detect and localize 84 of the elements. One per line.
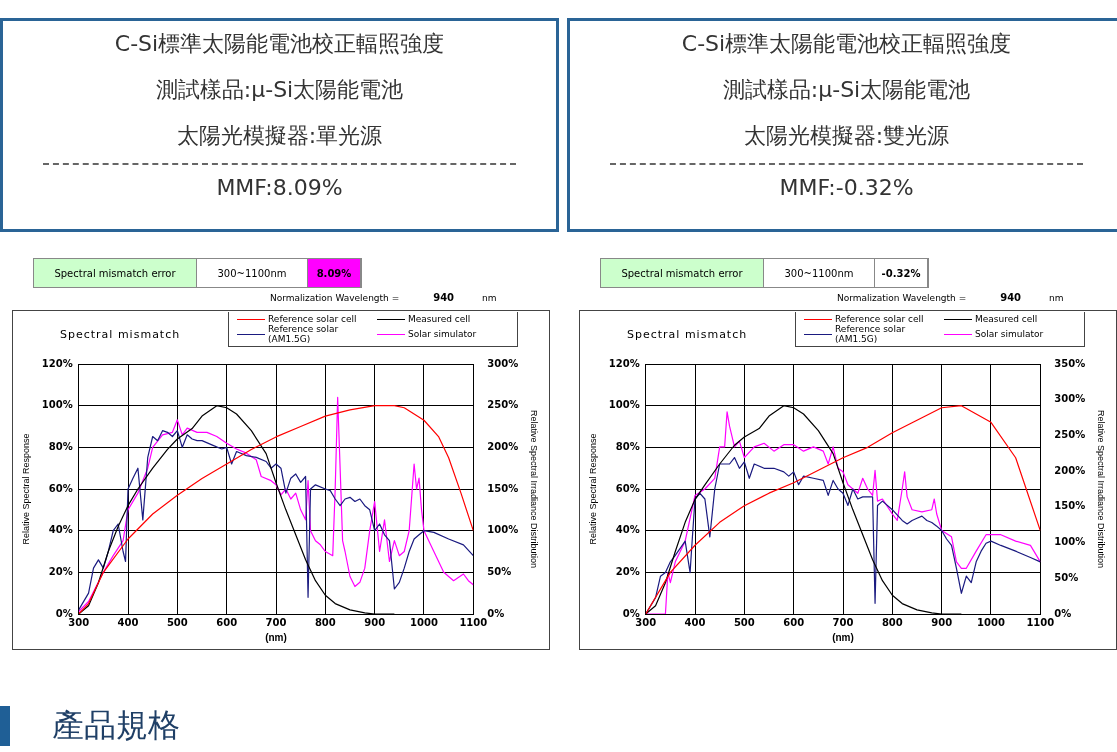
x-tick-label: 1100	[1026, 616, 1055, 628]
y2-axis-title: Relative Spectral Irradiance Distribution	[529, 409, 540, 569]
y2-tick-label: 50%	[1054, 571, 1079, 583]
y-tick-label: 20%	[48, 565, 73, 577]
y-tick-label: 0%	[622, 607, 640, 619]
text: 300~1100nm	[764, 259, 875, 287]
text: 940	[1000, 292, 1022, 303]
x-tick-label: 900	[931, 616, 953, 628]
text: 太陽光模擬器:雙光源	[742, 122, 951, 150]
legend-label: Reference solar (AM1.5G)	[835, 324, 907, 344]
x-tick-label: 1100	[459, 616, 488, 628]
y-axis-title: Relative Spectral Response	[587, 433, 598, 545]
x-tick-label: 700	[832, 616, 854, 628]
x-tick-label: 900	[364, 616, 386, 628]
y-tick-label: 120%	[41, 357, 73, 369]
y-tick-label: 60%	[615, 482, 640, 494]
x-axis-title: (nm)	[265, 631, 287, 643]
x-tick-label: 600	[216, 616, 238, 628]
x-tick-label: 300	[68, 616, 90, 628]
y2-tick-label: 0%	[1054, 607, 1072, 619]
y2-tick-label: 350%	[1054, 357, 1086, 369]
y-tick-label: 100%	[41, 399, 73, 411]
y2-axis-title: Relative Spectral Irradiance Distribution	[1096, 409, 1107, 569]
x-tick-label: 1000	[977, 616, 1005, 628]
y2-tick-label: 150%	[487, 482, 519, 494]
x-tick-label: 500	[733, 616, 755, 628]
x-tick-label: 600	[783, 616, 805, 628]
y2-tick-label: 100%	[1054, 536, 1086, 548]
y-tick-label: 120%	[608, 357, 640, 369]
legend-label: Measured cell	[408, 314, 471, 324]
y-tick-label: 100%	[608, 399, 640, 411]
y2-tick-label: 250%	[487, 399, 519, 411]
y-axis-title: Relative Spectral Response	[20, 433, 31, 545]
chart-title: C-Si標準太陽能電池校正輻照強度	[113, 30, 446, 58]
y2-tick-label: 50%	[487, 565, 512, 577]
legend-label: Solar simulator	[408, 329, 477, 339]
y-tick-label: 40%	[48, 524, 73, 536]
chart-subtitle: Spectral mismatch	[60, 328, 181, 341]
x-tick-label: 1000	[410, 616, 438, 628]
x-tick-label: 800	[881, 616, 903, 628]
text: MMF:8.09%	[215, 174, 344, 202]
x-tick-label: 700	[265, 616, 287, 628]
legend-label: Solar simulator	[975, 329, 1044, 339]
y2-tick-label: 300%	[487, 357, 519, 369]
text: Spectral mismatch error	[601, 259, 764, 287]
chart-subtitle: Spectral mismatch	[627, 328, 748, 341]
x-tick-label: 400	[684, 616, 706, 628]
x-tick-label: 400	[117, 616, 139, 628]
legend-label: Reference solar (AM1.5G)	[268, 324, 340, 344]
y-tick-label: 60%	[48, 482, 73, 494]
text: Normalization Wavelength =	[270, 293, 400, 303]
chart-title: C-Si標準太陽能電池校正輻照強度	[680, 30, 1013, 58]
text: 8.09%	[308, 259, 361, 287]
x-axis-title: (nm)	[832, 631, 854, 643]
y-tick-label: 20%	[615, 565, 640, 577]
x-tick-label: 800	[314, 616, 336, 628]
y2-tick-label: 200%	[487, 440, 519, 452]
y2-tick-label: 250%	[1054, 429, 1086, 441]
text: Spectral mismatch error	[34, 259, 197, 287]
text: 940	[433, 292, 455, 303]
y-tick-label: 0%	[55, 607, 73, 619]
y2-tick-label: 300%	[1054, 393, 1086, 405]
text: MMF:-0.32%	[778, 174, 915, 202]
x-tick-label: 300	[635, 616, 657, 628]
y2-tick-label: 0%	[487, 607, 505, 619]
y2-tick-label: 200%	[1054, 464, 1086, 476]
text: 產品規格	[51, 705, 180, 746]
y-tick-label: 80%	[615, 440, 640, 452]
legend-label: Measured cell	[975, 314, 1038, 324]
y-tick-label: 80%	[48, 440, 73, 452]
y-tick-label: 40%	[615, 524, 640, 536]
text: 測試樣品:μ-Si太陽能電池	[154, 76, 405, 104]
y2-tick-label: 150%	[1054, 500, 1086, 512]
text: 300~1100nm	[197, 259, 308, 287]
text: 太陽光模擬器:單光源	[175, 122, 384, 150]
x-tick-label: 500	[166, 616, 188, 628]
text: nm	[482, 293, 497, 303]
y2-tick-label: 100%	[487, 524, 519, 536]
legend-label: Reference solar cell	[835, 314, 924, 324]
text: Normalization Wavelength =	[837, 293, 967, 303]
text: -0.32%	[875, 259, 928, 287]
text: nm	[1049, 293, 1064, 303]
legend-label: Reference solar cell	[268, 314, 357, 324]
text: 測試樣品:μ-Si太陽能電池	[721, 76, 972, 104]
